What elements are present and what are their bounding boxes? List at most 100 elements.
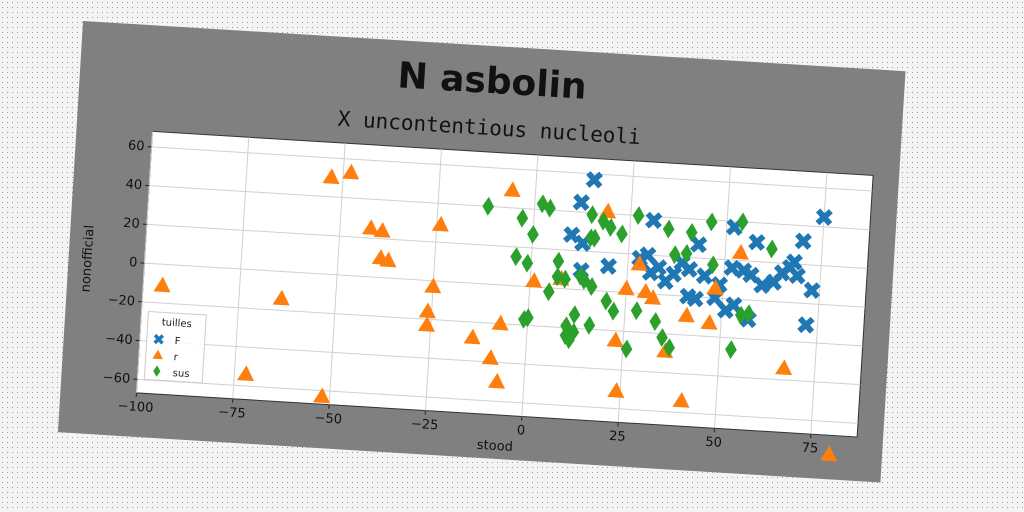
x-grid-line — [232, 137, 250, 399]
point-sus — [542, 282, 555, 302]
point-sus — [563, 330, 575, 350]
point-F — [690, 235, 708, 254]
point-F — [686, 290, 705, 308]
point-sus — [559, 269, 571, 289]
point-r — [463, 328, 481, 345]
x-grid-line — [328, 143, 346, 405]
x-tick-label: −100 — [117, 399, 154, 416]
point-r — [373, 222, 391, 238]
y-tick-label: 20 — [123, 216, 140, 232]
point-sus — [630, 301, 643, 321]
y-tick-label: 60 — [128, 138, 145, 154]
point-sus — [559, 326, 572, 345]
point-r — [636, 282, 654, 299]
x-tick-label: 0 — [516, 423, 525, 438]
point-r — [312, 387, 331, 404]
point-F — [645, 211, 663, 230]
point-F-bar-b — [815, 209, 833, 226]
x-tick-label: −75 — [218, 405, 246, 422]
point-sus — [742, 304, 755, 324]
point-r — [361, 219, 380, 236]
point-F-bar-b — [785, 253, 803, 271]
point-r — [706, 279, 724, 296]
point-F — [753, 276, 771, 294]
point-F — [725, 296, 743, 314]
point-F — [748, 233, 766, 251]
point-r — [417, 316, 435, 332]
point-F-bar-b — [639, 246, 657, 264]
grid-lines — [135, 131, 873, 435]
point-r — [236, 365, 255, 382]
y-tick-label: −40 — [105, 332, 133, 349]
point-F — [680, 260, 699, 278]
y-grid-line — [139, 340, 861, 386]
point-r — [272, 289, 290, 306]
point-F-bar-b — [695, 267, 714, 285]
point-sus — [680, 244, 693, 263]
point-r — [322, 168, 340, 185]
point-r — [481, 349, 499, 365]
x-tick-label: 25 — [609, 429, 626, 445]
point-sus — [482, 196, 495, 216]
point-F-bar-b — [725, 296, 743, 314]
point-F-bar-b — [645, 212, 663, 229]
x-tick-label: 50 — [705, 435, 722, 451]
point-F-bar-b — [788, 267, 806, 284]
point-sus — [510, 247, 522, 267]
point-r — [700, 313, 718, 330]
legend-marker-r — [152, 349, 163, 360]
point-sus — [551, 267, 564, 287]
y-grid-line — [146, 223, 868, 269]
point-F — [599, 257, 618, 275]
x-grid-line — [714, 166, 732, 429]
y-tick-label: −20 — [107, 293, 135, 310]
point-r — [424, 277, 442, 294]
point-sus — [707, 255, 719, 275]
point-sus — [521, 253, 534, 273]
point-sus — [597, 211, 610, 231]
x-tick-label: 75 — [801, 441, 818, 457]
point-F — [572, 193, 590, 211]
point-F-bar-b — [794, 233, 812, 250]
point-sus — [620, 339, 633, 359]
point-r — [487, 372, 506, 389]
point-sus — [578, 270, 591, 290]
point-F-bar-b — [572, 194, 590, 211]
series-sus — [482, 194, 778, 359]
data-points — [153, 163, 838, 462]
point-r — [607, 382, 625, 398]
axis-ticks: −100 −75 −50 −25 0 25 50 75 −60 −40 −20 0 20 40 60 — [102, 138, 818, 457]
point-r — [431, 215, 449, 232]
point-sus — [604, 218, 617, 237]
point-r — [503, 181, 521, 198]
point-r — [379, 251, 397, 268]
point-r — [617, 279, 635, 296]
point-sus — [568, 305, 581, 325]
legend-marker-sus — [153, 365, 161, 377]
point-F-bar-b — [797, 316, 815, 334]
chart-canvas: N asbolin X uncontentious nucleoli −100−… — [57, 20, 906, 483]
point-sus — [583, 315, 596, 335]
point-sus — [586, 205, 599, 225]
point-sus — [725, 340, 737, 359]
point-sus — [734, 305, 747, 325]
point-r — [820, 445, 838, 462]
point-r — [342, 163, 360, 180]
x-grid-line — [135, 131, 153, 393]
point-F — [794, 232, 812, 250]
point-F-bar-b — [599, 258, 618, 275]
x-axis-label: stood — [476, 438, 513, 455]
point-F — [788, 267, 806, 285]
point-sus — [616, 224, 628, 244]
y-grid-line — [144, 262, 866, 308]
x-tick-label: −25 — [410, 417, 438, 434]
point-F-bar-b — [742, 266, 760, 284]
point-sus — [585, 277, 598, 297]
point-r — [731, 243, 749, 260]
y-axis-label: nonofficial — [79, 225, 98, 293]
point-F — [649, 258, 668, 276]
point-sus — [552, 251, 565, 271]
point-F — [723, 259, 741, 277]
point-F-bar-b — [562, 226, 581, 243]
